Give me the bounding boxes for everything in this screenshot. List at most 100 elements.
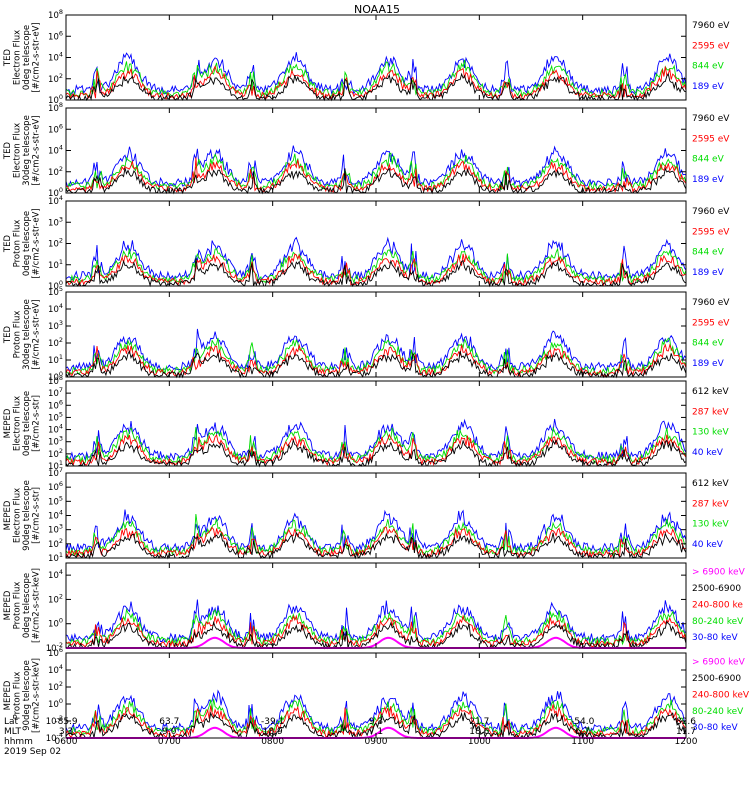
y-tick-label: 108 — [48, 101, 63, 114]
y-axis-label: Electron Flux — [13, 123, 23, 178]
y-tick-label: 10-2 — [46, 641, 63, 654]
y-tick-label: 100 — [48, 186, 63, 199]
series-line — [65, 152, 687, 192]
y-axis-label: 90deg telescope — [22, 660, 32, 731]
y-tick-label: 106 — [48, 29, 63, 42]
legend-entry: 80-240 keV — [692, 617, 744, 627]
legend-entry: 30-80 keV — [692, 633, 738, 643]
legend-entry: 2500-6900 — [692, 584, 741, 594]
legend-entry: 2500-6900 — [692, 674, 741, 684]
legend-entry: 2595 eV — [692, 134, 730, 144]
x-tick-label-hhmm: 0800 — [261, 737, 284, 747]
x-tick-label-hhmm: 1200 — [675, 737, 698, 747]
x-tick-label-lat: -39.1 — [261, 717, 284, 727]
y-tick-label: 100 — [48, 617, 63, 630]
legend-entry: 240-800 ke — [692, 600, 743, 610]
y-axis-label: 0deg telescope — [22, 573, 32, 638]
legend-entry: 844 eV — [692, 62, 725, 72]
x-tick-label-hhmm: 0900 — [365, 737, 388, 747]
y-tick-label: 103 — [48, 319, 63, 332]
x-tick-label-hhmm: 1000 — [468, 737, 491, 747]
y-tick-label: 100 — [48, 279, 63, 292]
y-axis-label: TED — [3, 234, 13, 253]
y-tick-label: 10-2 — [46, 714, 63, 727]
x-tick-label-lat: -54.0 — [571, 717, 595, 727]
y-tick-label: 101 — [48, 459, 63, 472]
legend-entry: 130 keV — [692, 520, 729, 530]
y-axis-label: [#/cm2-s-str-eV] — [32, 208, 42, 278]
figure-title: NOAA15 — [354, 3, 400, 16]
series-line — [65, 698, 687, 737]
y-tick-label: 102 — [48, 592, 63, 605]
y-tick-label: 106 — [48, 646, 63, 659]
y-axis-label: [#/cm2-s-str-eV] — [32, 299, 42, 369]
series-line — [65, 236, 687, 281]
x-tick-label-mlt: 6.7 — [576, 727, 590, 737]
x-tick-label-lat: 9.3 — [369, 717, 383, 727]
legend-entry: 844 eV — [692, 155, 725, 165]
y-tick-label: 107 — [48, 466, 63, 479]
x-tick-label-hhmm: 0600 — [55, 737, 78, 747]
series-line — [65, 145, 687, 188]
y-tick-label: 104 — [48, 302, 63, 315]
y-axis-label: MEPED — [3, 500, 13, 530]
x-row-label: MLT — [4, 727, 22, 737]
x-tick-label-lat: 63.7 — [159, 717, 179, 727]
y-tick-label: 102 — [48, 165, 63, 178]
panel-4: 100 101 102 103 104 105 TED Proton Flux 30deg te… — [3, 285, 730, 383]
y-axis-label: [#/cm2-s-str-eV] — [32, 22, 42, 92]
y-tick-label: 103 — [48, 523, 63, 536]
legend-entry: 7960 eV — [692, 21, 730, 31]
series-line — [65, 607, 687, 647]
y-tick-label: 103 — [48, 215, 63, 228]
y-axis-label: 30deg telescope — [22, 299, 32, 370]
legend-entry: 189 eV — [692, 359, 725, 369]
y-tick-label: 104 — [48, 144, 63, 157]
legend-entry: 287 keV — [692, 407, 729, 417]
y-tick-label: 101 — [48, 258, 63, 271]
legend-entry: 189 eV — [692, 82, 725, 92]
y-axis-label: Electron Flux — [13, 396, 23, 451]
y-axis-label: TED — [3, 325, 13, 344]
y-axis-label: Proton Flux — [13, 672, 23, 720]
y-axis-label: MEPED — [3, 408, 13, 438]
y-tick-label: 102 — [48, 72, 63, 85]
y-tick-label: 102 — [48, 680, 63, 693]
legend-entry: 7960 eV — [692, 207, 730, 217]
y-tick-label: 108 — [48, 374, 63, 387]
y-tick-label: 102 — [48, 237, 63, 250]
y-axis-label: Proton Flux — [13, 582, 23, 630]
y-tick-label: 101 — [48, 551, 63, 564]
y-axis-label: 30deg telescope — [22, 115, 32, 186]
y-tick-label: 104 — [48, 423, 63, 436]
series-line — [65, 52, 687, 96]
legend-entry: 7960 eV — [692, 298, 730, 308]
legend-entry: 287 keV — [692, 499, 729, 509]
x-tick-label-mlt: 7.1 — [369, 727, 383, 737]
y-axis-label: 0deg telescope — [22, 391, 32, 456]
y-tick-label: 10-4 — [46, 731, 63, 744]
y-tick-label: 104 — [48, 663, 63, 676]
series-line — [65, 328, 687, 373]
legend-entry: 189 eV — [692, 175, 725, 185]
panel-frame — [65, 14, 687, 101]
y-axis-label: [#/cm2-s-str-eV] — [32, 115, 42, 185]
y-axis-label: Proton Flux — [13, 220, 23, 268]
y-tick-label: 102 — [48, 336, 63, 349]
y-axis-label: TED — [3, 141, 13, 160]
y-axis-label: Electron Flux — [13, 488, 23, 543]
panel-1: 100 102 104 106 108 TED Electron Flux 0deg tele… — [3, 8, 730, 106]
y-tick-label: 107 — [48, 386, 63, 399]
x-row-label: Lat — [4, 717, 19, 727]
x-tick-label-mlt: 18.9 — [263, 727, 283, 737]
y-tick-label: 100 — [48, 370, 63, 383]
panel-8: 10-4 10-2 100 102 104 106 MEPED Proton Flux 90de… — [3, 646, 750, 744]
legend-entry: 189 eV — [692, 268, 725, 278]
y-axis-label: Electron Flux — [13, 30, 23, 85]
legend-entry: 240-800 keV — [692, 690, 750, 700]
y-tick-label: 104 — [48, 194, 63, 207]
y-tick-label: 105 — [48, 285, 63, 298]
